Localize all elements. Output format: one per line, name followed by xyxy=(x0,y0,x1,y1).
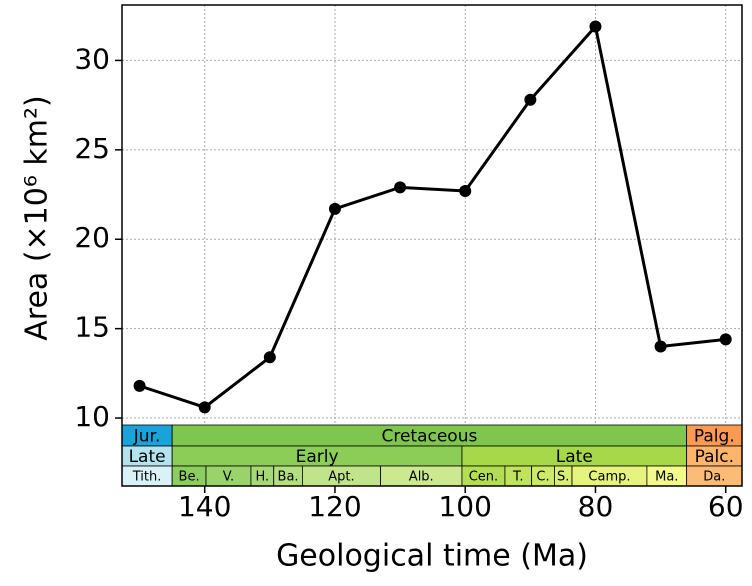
data-point xyxy=(589,20,602,33)
data-point xyxy=(719,333,732,346)
timescale-label: Jur. xyxy=(133,427,161,447)
timescale-label: T. xyxy=(512,470,524,485)
data-point xyxy=(328,202,341,215)
timescale-label: Ba. xyxy=(278,470,299,485)
timescale-label: Late xyxy=(556,447,593,467)
x-tick-label: 140 xyxy=(178,490,231,523)
timescale-label: Alb. xyxy=(409,470,434,485)
x-tick-label: 120 xyxy=(308,490,361,523)
data-point xyxy=(198,401,211,414)
timescale-label: V. xyxy=(223,470,234,485)
data-point xyxy=(133,379,146,392)
data-point xyxy=(394,181,407,194)
timescale-label: Da. xyxy=(703,470,725,485)
timescale-label: Cretaceous xyxy=(381,427,477,447)
timescale-label: Tith. xyxy=(132,470,162,485)
data-point xyxy=(654,340,667,353)
data-point xyxy=(263,351,276,364)
x-tick-label: 100 xyxy=(438,490,491,523)
y-tick-label: 25 xyxy=(74,132,110,165)
data-point xyxy=(459,184,472,197)
data-point xyxy=(524,93,537,106)
x-tick-label: 80 xyxy=(578,490,614,523)
timescale-label: Early xyxy=(296,447,339,467)
timescale-label: Be. xyxy=(179,470,200,485)
data-line xyxy=(139,23,726,409)
y-tick-label: 10 xyxy=(74,400,110,433)
timescale-label: Palg. xyxy=(694,427,735,447)
x-tick-label: 60 xyxy=(708,490,744,523)
timescale-label: Late xyxy=(129,447,166,467)
timescale-label: C. xyxy=(536,470,549,485)
y-tick-label: 20 xyxy=(74,221,110,254)
y-tick-label: 15 xyxy=(74,311,110,344)
timescale-label: H. xyxy=(256,470,270,485)
x-axis-title: Geological time (Ma) xyxy=(276,539,588,574)
timescale-label: Cen. xyxy=(469,470,498,485)
timescale-label: Apt. xyxy=(328,470,354,485)
timescale-label: Camp. xyxy=(588,470,630,485)
y-axis-title: Area (×10⁶ km²) xyxy=(20,95,55,340)
timescale-label: Ma. xyxy=(655,470,678,485)
plot-frame xyxy=(121,4,743,487)
timescale-label: S. xyxy=(557,470,569,485)
timescale-label: Palc. xyxy=(695,447,734,467)
y-tick-label: 30 xyxy=(74,42,110,75)
